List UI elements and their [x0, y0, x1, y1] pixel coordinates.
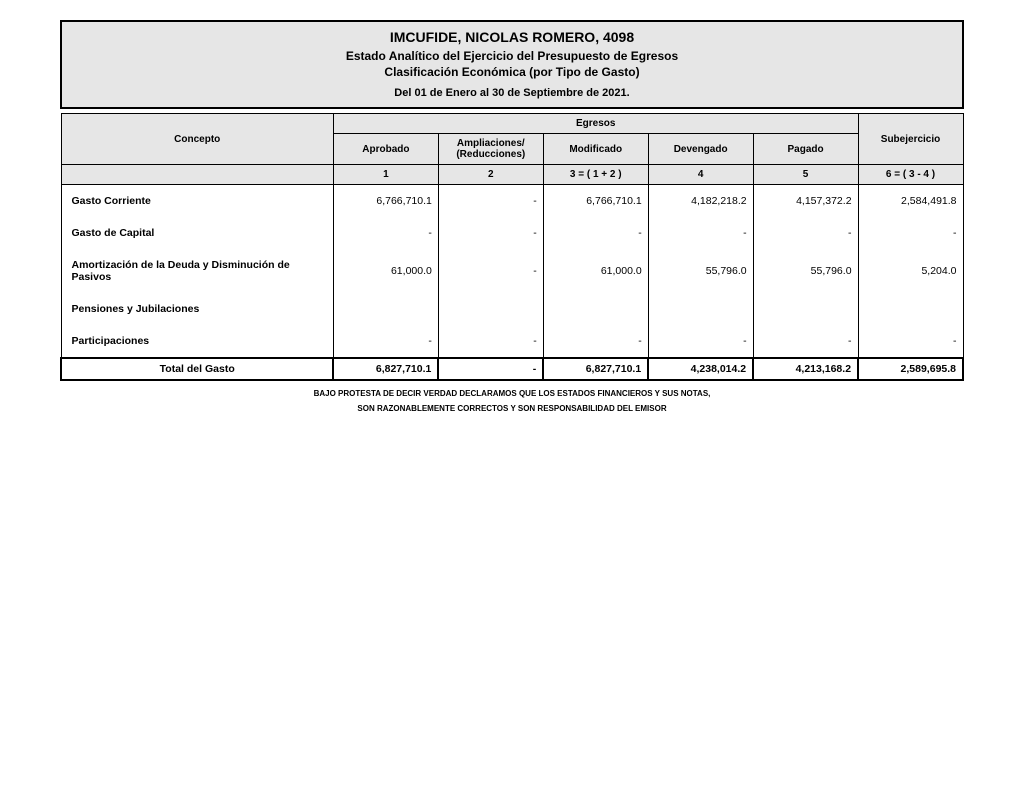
value-cell: -: [438, 325, 543, 358]
col-formula-6: 6 = ( 3 - 4 ): [858, 165, 963, 185]
value-cell: -: [333, 325, 438, 358]
report-title: IMCUFIDE, NICOLAS ROMERO, 4098: [72, 28, 952, 48]
col-formula-blank: [61, 165, 333, 185]
value-cell: -: [438, 249, 543, 293]
concept-cell: Gasto Corriente: [61, 185, 333, 218]
value-cell: [438, 293, 543, 325]
table-row: Gasto de Capital------: [61, 217, 963, 249]
col-ampliaciones: Ampliaciones/ (Reducciones): [438, 134, 543, 165]
col-devengado: Devengado: [648, 134, 753, 165]
report-subtitle-1: Estado Analítico del Ejercicio del Presu…: [72, 48, 952, 65]
total-ampl: -: [438, 358, 543, 380]
value-cell: -: [648, 325, 753, 358]
concept-cell: Amortización de la Deuda y Disminución d…: [61, 249, 333, 293]
table-row: Gasto Corriente6,766,710.1-6,766,710.14,…: [61, 185, 963, 218]
col-egresos: Egresos: [333, 114, 858, 134]
footnote: BAJO PROTESTA DE DECIR VERDAD DECLARAMOS…: [60, 387, 964, 416]
value-cell: 4,157,372.2: [753, 185, 858, 218]
value-cell: -: [333, 217, 438, 249]
total-pag: 4,213,168.2: [753, 358, 858, 380]
col-formula-1: 1: [333, 165, 438, 185]
table-body: Gasto Corriente6,766,710.1-6,766,710.14,…: [61, 185, 963, 359]
value-cell: -: [858, 217, 963, 249]
value-cell: -: [753, 217, 858, 249]
total-mod: 6,827,710.1: [543, 358, 648, 380]
value-cell: [753, 293, 858, 325]
value-cell: -: [438, 185, 543, 218]
col-formula-5: 5: [753, 165, 858, 185]
value-cell: 55,796.0: [648, 249, 753, 293]
table-row: Pensiones y Jubilaciones: [61, 293, 963, 325]
total-label: Total del Gasto: [61, 358, 333, 380]
value-cell: -: [438, 217, 543, 249]
value-cell: 4,182,218.2: [648, 185, 753, 218]
report-header: IMCUFIDE, NICOLAS ROMERO, 4098 Estado An…: [60, 20, 964, 109]
table-row: Participaciones------: [61, 325, 963, 358]
value-cell: 2,584,491.8: [858, 185, 963, 218]
value-cell: -: [858, 325, 963, 358]
value-cell: 6,766,710.1: [543, 185, 648, 218]
table-row: Amortización de la Deuda y Disminución d…: [61, 249, 963, 293]
value-cell: [648, 293, 753, 325]
value-cell: -: [543, 325, 648, 358]
budget-table: Concepto Egresos Subejercicio Aprobado A…: [60, 113, 964, 381]
concept-cell: Gasto de Capital: [61, 217, 333, 249]
table-header: Concepto Egresos Subejercicio Aprobado A…: [61, 114, 963, 185]
col-subejercicio: Subejercicio: [858, 114, 963, 165]
footnote-line-1: BAJO PROTESTA DE DECIR VERDAD DECLARAMOS…: [60, 387, 964, 401]
value-cell: 55,796.0: [753, 249, 858, 293]
value-cell: -: [753, 325, 858, 358]
value-cell: 5,204.0: [858, 249, 963, 293]
col-pagado: Pagado: [753, 134, 858, 165]
col-formula-2: 2: [438, 165, 543, 185]
concept-cell: Participaciones: [61, 325, 333, 358]
value-cell: 61,000.0: [543, 249, 648, 293]
value-cell: -: [543, 217, 648, 249]
total-dev: 4,238,014.2: [648, 358, 753, 380]
total-aprobado: 6,827,710.1: [333, 358, 438, 380]
total-sub: 2,589,695.8: [858, 358, 963, 380]
value-cell: [858, 293, 963, 325]
report-period: Del 01 de Enero al 30 de Septiembre de 2…: [72, 87, 952, 99]
value-cell: [333, 293, 438, 325]
col-concepto: Concepto: [61, 114, 333, 165]
value-cell: 6,766,710.1: [333, 185, 438, 218]
report-subtitle-2: Clasificación Económica (por Tipo de Gas…: [72, 64, 952, 81]
footnote-line-2: SON RAZONABLEMENTE CORRECTOS Y SON RESPO…: [60, 402, 964, 416]
value-cell: -: [648, 217, 753, 249]
value-cell: [543, 293, 648, 325]
col-formula-4: 4: [648, 165, 753, 185]
value-cell: 61,000.0: [333, 249, 438, 293]
col-modificado: Modificado: [543, 134, 648, 165]
col-aprobado: Aprobado: [333, 134, 438, 165]
col-formula-3: 3 = ( 1 + 2 ): [543, 165, 648, 185]
concept-cell: Pensiones y Jubilaciones: [61, 293, 333, 325]
table-footer: Total del Gasto 6,827,710.1 - 6,827,710.…: [61, 358, 963, 380]
